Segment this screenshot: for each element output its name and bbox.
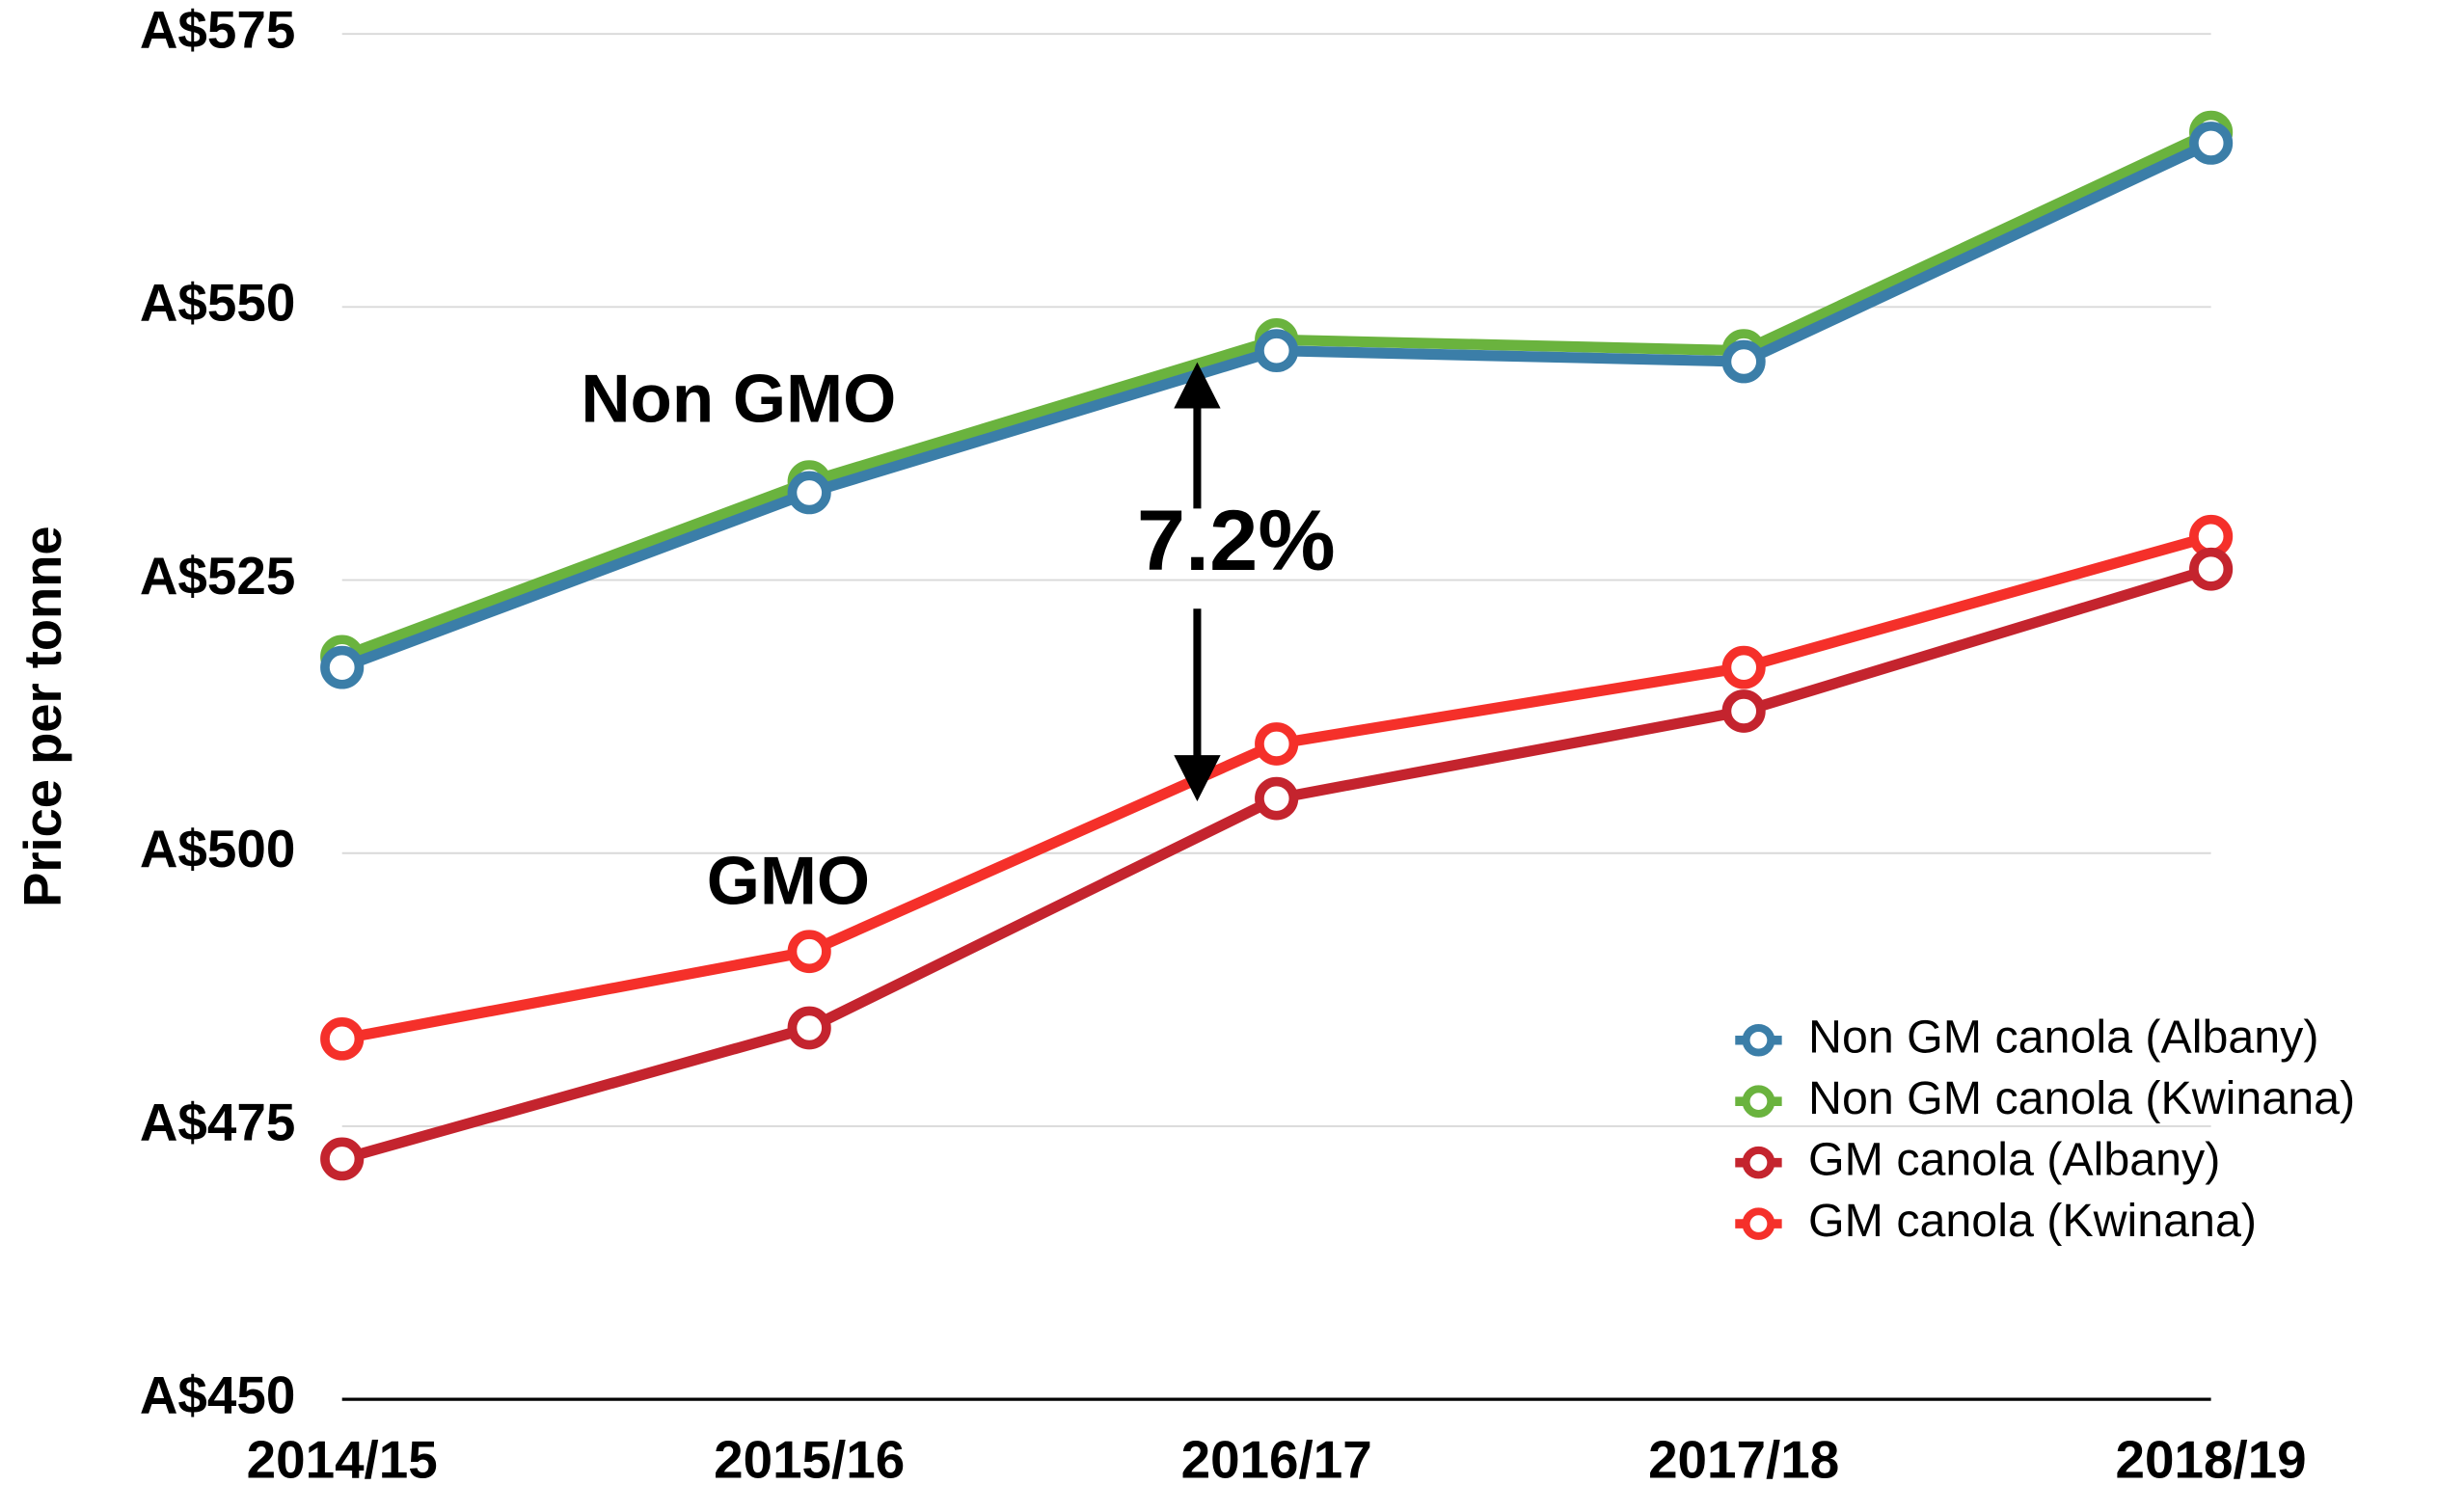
y-tick-label: A$500 — [140, 820, 296, 878]
x-tick-label: 2017/18 — [1648, 1431, 1839, 1490]
series-marker — [320, 1137, 365, 1181]
annotation-non-gmo: Non GMO — [581, 361, 896, 437]
annotation-gmo: GMO — [707, 843, 870, 919]
legend-marker — [1742, 1207, 1775, 1240]
x-tick-label: 2015/16 — [714, 1431, 905, 1490]
y-tick-label: A$475 — [140, 1094, 296, 1152]
y-axis-label: Price per tonne — [14, 526, 72, 906]
legend-label: GM canola (Albany) — [1808, 1134, 2220, 1186]
y-tick-label: A$575 — [140, 1, 296, 60]
annotation-gap: 7.2% — [1137, 493, 1336, 589]
y-tick-label: A$450 — [140, 1366, 296, 1425]
series-marker — [1721, 689, 1766, 733]
series-marker — [787, 930, 831, 974]
series-marker — [787, 1006, 831, 1050]
series-line — [340, 563, 2213, 1165]
series-marker — [320, 645, 365, 689]
series-marker — [1255, 329, 1299, 373]
x-tick-label: 2014/15 — [247, 1431, 438, 1490]
series-marker — [2189, 122, 2234, 165]
legend-label: Non GM canola (Albany) — [1808, 1012, 2318, 1064]
legend-marker — [1742, 1085, 1775, 1118]
legend-marker — [1742, 1023, 1775, 1057]
y-tick-label: A$525 — [140, 547, 296, 606]
series-marker — [1255, 776, 1299, 821]
series-marker — [1721, 339, 1766, 384]
series-marker — [320, 1016, 365, 1061]
x-tick-label: 2018/19 — [2116, 1431, 2307, 1490]
legend-label: Non GM canola (Kwinana) — [1808, 1072, 2355, 1124]
legend-marker — [1742, 1146, 1775, 1179]
series-marker — [1255, 722, 1299, 766]
series-marker — [2189, 547, 2234, 591]
legend-label: GM canola (Kwinana) — [1808, 1195, 2257, 1247]
series-marker — [1721, 645, 1766, 689]
y-tick-label: A$550 — [140, 274, 296, 333]
series-marker — [787, 471, 831, 515]
plot: A$450 A$475 A$500 A$525 A$550 A$575 2014/15 201… — [140, 1, 2355, 1490]
x-tick-label: 2016/17 — [1181, 1431, 1372, 1490]
